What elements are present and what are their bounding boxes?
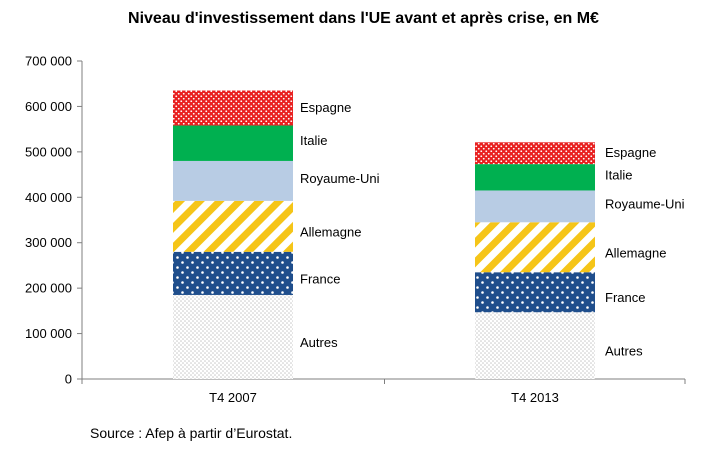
bar-segment-autres-2 (475, 312, 595, 379)
segment-label-royaume-uni: Royaume-Uni (605, 196, 685, 211)
bar-segment-allemagne-1 (173, 200, 293, 252)
segment-label-france: France (605, 290, 645, 305)
segment-label-france: France (300, 271, 340, 286)
bar-segment-italie-1 (173, 125, 293, 161)
segment-label-italie: Italie (605, 167, 632, 182)
bar-segment-italie-2 (475, 164, 595, 191)
y-tick-label: 600 000 (25, 99, 72, 114)
segment-label-espagne: Espagne (300, 100, 351, 115)
bar-segment-espagne-2 (475, 142, 595, 165)
segment-label-italie: Italie (300, 133, 327, 148)
y-tick-label: 300 000 (25, 235, 72, 250)
axes: 0 100 000 200 000 300 000 400 000 500 000 600 … (25, 54, 686, 405)
segment-label-autres: Autres (300, 335, 338, 350)
segment-label-autres: Autres (605, 344, 643, 359)
segment-label-allemagne: Allemagne (605, 245, 666, 260)
x-tick-label: T4 2013 (511, 390, 559, 405)
y-tick-label: 100 000 (25, 326, 72, 341)
y-tick-label: 500 000 (25, 144, 72, 159)
x-tick-label: T4 2007 (209, 390, 257, 405)
bar-segment-france-1 (173, 251, 293, 295)
segment-label-royaume-uni: Royaume-Uni (300, 171, 380, 186)
segment-label-espagne: Espagne (605, 145, 656, 160)
bar-segment-royaume-uni-1 (173, 160, 293, 201)
bar-segment-espagne-1 (173, 90, 293, 126)
segment-labels: Autres France Allemagne Royaume-Uni Italie Es… (300, 100, 685, 359)
bar-segment-allemagne-2 (475, 222, 595, 273)
bar-segment-royaume-uni-2 (475, 190, 595, 223)
y-tick-label: 200 000 (25, 281, 72, 296)
bar-segment-france-2 (475, 272, 595, 313)
bars (173, 90, 595, 379)
y-tick-label: 400 000 (25, 190, 72, 205)
bar-segment-autres-1 (173, 294, 293, 379)
y-tick-label: 0 (65, 372, 72, 387)
y-tick-label: 700 000 (25, 54, 72, 69)
chart-title: Niveau d'investissement dans l'UE avant … (128, 10, 599, 27)
source-note: Source : Afep à partir d’Eurostat. (90, 425, 293, 441)
segment-label-allemagne: Allemagne (300, 224, 361, 239)
